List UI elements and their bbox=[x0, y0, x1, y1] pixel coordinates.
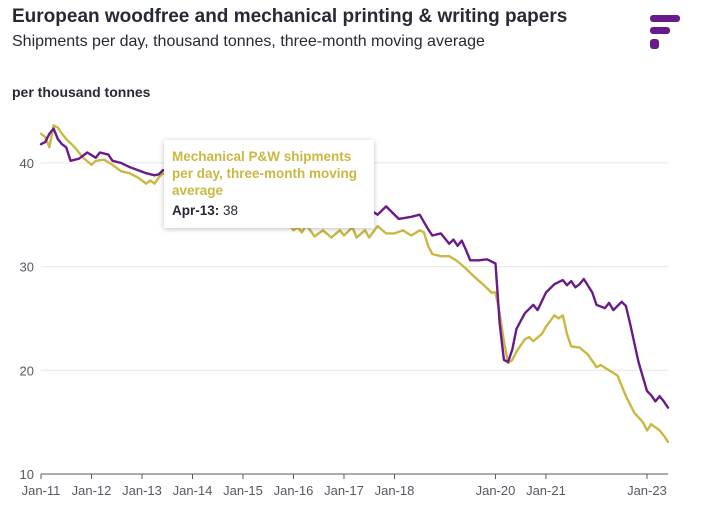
x-tick-label: Jan-13 bbox=[122, 483, 162, 498]
x-tick-label: Jan-14 bbox=[173, 483, 213, 498]
x-tick-label: Jan-16 bbox=[274, 483, 314, 498]
logo-bar-bottom bbox=[650, 39, 659, 49]
brand-f-logo-icon bbox=[650, 15, 680, 49]
y-tick-label: 10 bbox=[20, 467, 34, 482]
tooltip: Mechanical P&W shipments per day, three-… bbox=[164, 140, 374, 228]
chart-title: European woodfree and mechanical printin… bbox=[12, 6, 568, 27]
y-axis-ticks: 10 20 30 40 bbox=[20, 156, 34, 482]
y-tick-label: 20 bbox=[20, 363, 34, 378]
x-tick-label: Jan-12 bbox=[72, 483, 112, 498]
x-tick-label: Jan-21 bbox=[526, 483, 566, 498]
series-lines bbox=[39, 124, 670, 443]
x-tick-label: Jan-11 bbox=[22, 483, 61, 498]
tooltip-series-name: Mechanical P&W shipments per day, three-… bbox=[172, 149, 358, 198]
tooltip-date: Apr-13: bbox=[172, 203, 220, 218]
y-tick-label: 40 bbox=[20, 156, 34, 171]
series-line-1[interactable] bbox=[39, 124, 670, 443]
x-tick-label: Jan-23 bbox=[627, 483, 667, 498]
x-tick-label: Jan-17 bbox=[324, 483, 364, 498]
y-axis-unit-label: per thousand tonnes bbox=[12, 84, 151, 100]
x-tick-label: Jan-15 bbox=[223, 483, 263, 498]
chart-subtitle: Shipments per day, thousand tonnes, thre… bbox=[12, 33, 485, 50]
x-tick-label: Jan-20 bbox=[476, 483, 516, 498]
tooltip-value-row: Apr-13: 38 bbox=[172, 202, 364, 219]
logo-bar-top bbox=[650, 15, 680, 22]
tooltip-value: 38 bbox=[223, 203, 239, 218]
x-axis-ticks: Jan-11 Jan-12 Jan-13 Jan-14 Jan-15 Jan-16 Jan-… bbox=[22, 474, 667, 498]
logo-bar-middle bbox=[650, 27, 670, 34]
x-tick-label: Jan-18 bbox=[375, 483, 415, 498]
y-tick-label: 30 bbox=[20, 260, 34, 275]
series-line-0[interactable] bbox=[39, 127, 670, 409]
